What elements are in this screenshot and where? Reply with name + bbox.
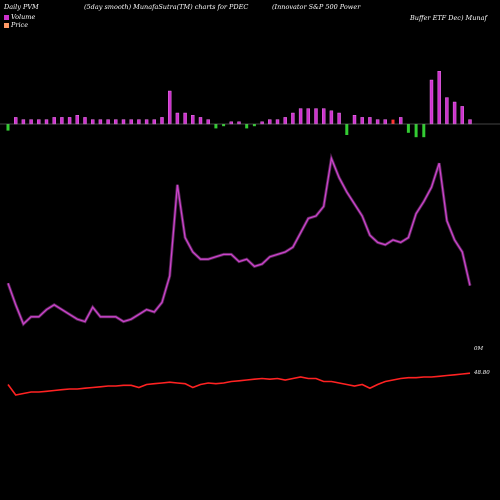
volume-bar [183, 112, 187, 125]
chart-title-1: Daily PVM [4, 3, 39, 11]
volume-bar [252, 124, 256, 127]
volume-bar [445, 97, 449, 125]
volume-bar [137, 119, 141, 125]
legend-volume-swatch [4, 14, 9, 20]
volume-bar [322, 108, 326, 125]
volume-bar [452, 101, 457, 125]
volume-bar [345, 124, 349, 135]
volume-bar [167, 90, 172, 125]
volume-bar [422, 124, 426, 138]
volume-bar [468, 119, 472, 125]
volume-bar [106, 119, 110, 125]
volume-bar [60, 117, 64, 125]
legend-price: Price [4, 21, 28, 29]
volume-bar [52, 117, 56, 125]
price-line-label: 48.80 [473, 370, 490, 376]
volume-bar [206, 119, 210, 125]
volume-bar [383, 119, 387, 125]
volume-bar [214, 124, 218, 129]
volume-bar [399, 117, 403, 125]
volume-line-glow [6, 152, 472, 327]
volume-bar [144, 119, 149, 125]
volume-bar [191, 114, 195, 125]
volume-bar [198, 117, 203, 125]
volume-bar [368, 117, 372, 125]
chart-title-3: (Innovator S&P 500 Power [272, 3, 361, 11]
volume-bar [75, 114, 80, 125]
legend-volume: Volume [4, 13, 35, 21]
volume-bar [114, 119, 118, 125]
volume-bar [222, 124, 226, 127]
volume-bar [329, 110, 334, 125]
volume-bar [391, 119, 395, 124]
volume-bar [229, 121, 234, 125]
volume-bar [275, 119, 280, 125]
volume-bar [6, 124, 10, 131]
volume-bar [283, 117, 287, 125]
volume-bar [245, 124, 249, 129]
volume-bar [437, 70, 441, 125]
volume-bars [6, 70, 472, 138]
volume-line-label: 0M [474, 346, 483, 352]
volume-bar [83, 117, 87, 125]
volume-bar [121, 119, 126, 125]
volume-bar [360, 117, 364, 125]
volume-bar [406, 124, 410, 133]
volume-bar [314, 108, 318, 125]
volume-bar [67, 117, 72, 125]
volume-bar [260, 121, 264, 125]
legend-price-label: Price [11, 21, 29, 29]
volume-bar [268, 119, 272, 125]
volume-bar [175, 112, 180, 125]
volume-bar [29, 119, 33, 125]
volume-bar [160, 117, 164, 125]
chart-title-2: (5day smooth) MunafaSutra(TM) charts for… [84, 3, 249, 11]
volume-bar [237, 121, 241, 125]
volume-bar [352, 114, 357, 125]
volume-line [7, 155, 471, 326]
volume-bar [37, 119, 41, 125]
chart-title-4: Buffer ETF Dec) Munaf [410, 14, 487, 22]
volume-bar [152, 119, 157, 125]
legend-volume-label: Volume [11, 13, 36, 21]
volume-bar [13, 117, 18, 125]
volume-bar [460, 106, 464, 125]
volume-bar [337, 112, 341, 125]
volume-bar [21, 119, 26, 125]
volume-bar [306, 108, 310, 125]
legend-price-swatch [4, 22, 9, 28]
volume-bar [375, 119, 380, 125]
volume-bar [291, 112, 295, 125]
volume-bar [90, 119, 95, 125]
volume-bar [414, 124, 418, 138]
volume-bar [98, 119, 103, 125]
volume-bar [298, 108, 303, 125]
volume-bar [129, 119, 133, 125]
price-line [7, 372, 471, 396]
volume-bar [429, 79, 434, 125]
volume-bar [44, 119, 49, 125]
